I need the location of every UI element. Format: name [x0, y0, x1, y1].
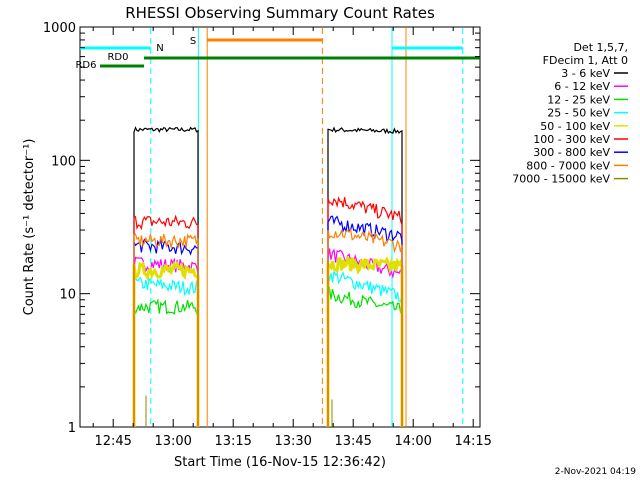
annotation-bar-label: RD6 [75, 60, 96, 71]
y-axis-label: Count Rate (s⁻¹ detector⁻¹) [22, 139, 37, 316]
legend-entry-label: 25 - 50 keV [547, 107, 610, 120]
series-line [133, 276, 199, 427]
series-line [327, 196, 403, 427]
x-tick-label: 13:15 [214, 434, 251, 449]
series-line [133, 256, 199, 427]
series-line [327, 269, 403, 427]
series-line [327, 126, 403, 427]
series-line [132, 260, 200, 427]
annotation-bar-label: N [156, 43, 163, 54]
x-tick-label: 13:45 [334, 434, 371, 449]
annotation-bar-label: RD0 [107, 52, 128, 63]
legend-entry-label: 50 - 100 keV [540, 120, 610, 133]
legend-header: FDecim 1, Att 0 [543, 54, 628, 67]
chart-title: RHESSI Observing Summary Count Rates [125, 4, 435, 22]
legend-entry-label: 3 - 6 keV [561, 67, 610, 80]
y-tick-label: 1 [68, 421, 76, 436]
x-tick-label: 13:00 [154, 434, 191, 449]
series-line [133, 126, 199, 427]
series-line [327, 215, 403, 427]
legend-entry-label: 12 - 25 keV [547, 93, 610, 106]
series-line [327, 228, 403, 427]
y-tick-label: 1000 [43, 21, 76, 36]
series-line [133, 233, 199, 427]
annotation-layer: N S RD0 RD6 [75, 28, 480, 427]
y-tick-label: 100 [51, 154, 76, 169]
x-tick-label: 14:00 [394, 434, 431, 449]
series-line [327, 286, 403, 427]
legend-entry-label: 300 - 800 keV [533, 146, 610, 159]
x-tick-label: 13:30 [274, 434, 311, 449]
series-line [133, 298, 199, 427]
series-layer [132, 126, 404, 427]
legend-entry-label: 7000 - 15000 keV [512, 173, 610, 186]
plot-frame [79, 26, 481, 428]
y-tick-label: 10 [59, 288, 76, 303]
legend-header: Det 1,5,7, [573, 41, 628, 54]
series-line [326, 255, 404, 427]
legend-entry-label: 100 - 300 keV [533, 133, 610, 146]
series-line [327, 248, 403, 427]
legend-entry-label: 800 - 7000 keV [526, 159, 610, 172]
x-tick-label: 14:15 [454, 434, 491, 449]
axes-layer: 12:45 13:00 13:15 13:30 13:45 14:00 14:15 1 10 10… [43, 21, 492, 449]
legend-entry-label: 6 - 12 keV [554, 80, 610, 93]
x-axis-label: Start Time (16-Nov-15 12:36:42) [174, 455, 386, 470]
x-tick-label: 12:45 [94, 434, 131, 449]
footer-timestamp: 2-Nov-2021 04:19 [555, 467, 637, 477]
series-line [133, 214, 199, 427]
annotation-bar-label: S [190, 36, 196, 47]
